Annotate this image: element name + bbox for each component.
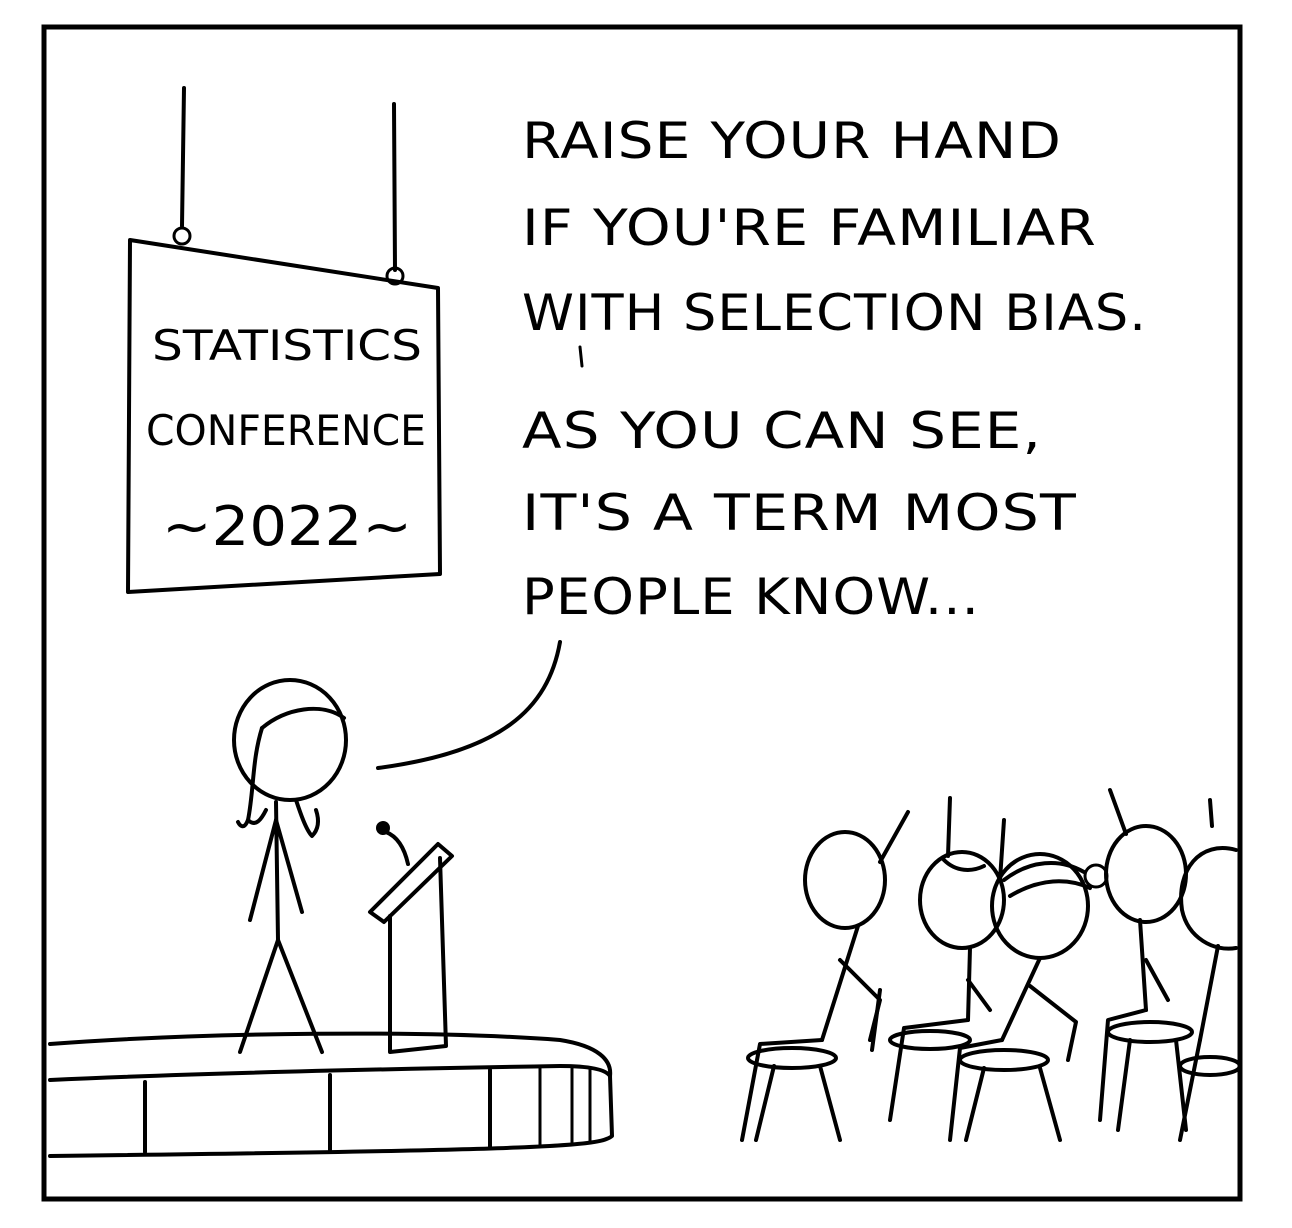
speech-text: RAISE YOUR HAND IF YOU'RE FAMILIAR WITH … (522, 112, 1147, 626)
audience (740, 788, 1242, 1142)
speech-line-3: WITH SELECTION BIAS. (522, 284, 1147, 342)
speech-line-4: AS YOU CAN SEE, (522, 402, 1042, 460)
speech-tail (376, 640, 562, 770)
sign-line-2: CONFERENCE (146, 406, 426, 455)
conference-sign: STATISTICS CONFERENCE ~2022~ (126, 86, 442, 594)
panel-border (41, 24, 1243, 1202)
stage (48, 1031, 614, 1158)
speech-line-5: IT'S A TERM MOST (522, 484, 1077, 542)
speaker-figure (232, 678, 348, 1054)
sign-line-1: STATISTICS (152, 321, 422, 370)
speech-line-6: PEOPLE KNOW... (522, 568, 980, 626)
speech-line-1: RAISE YOUR HAND (522, 112, 1062, 170)
podium (368, 821, 454, 1054)
sign-line-3: ~2022~ (162, 495, 412, 558)
speech-line-2: IF YOU'RE FAMILIAR (522, 199, 1097, 257)
